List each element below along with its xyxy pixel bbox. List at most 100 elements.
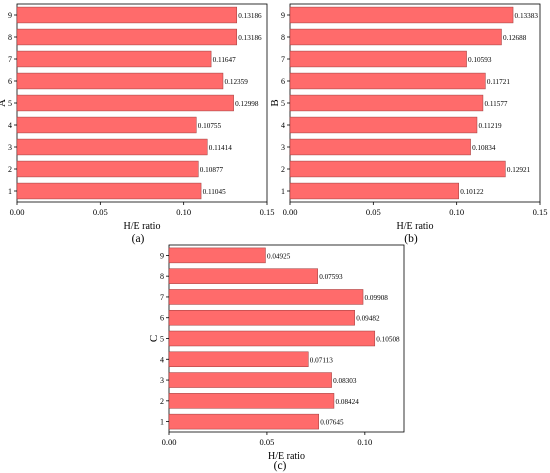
bar-6	[168, 309, 355, 326]
y-tick-label: 2	[160, 397, 164, 406]
y-tick-label: 6	[160, 314, 164, 323]
y-tick-label: 5	[8, 99, 12, 108]
data-label: 0.11219	[478, 122, 501, 130]
data-label: 0.07645	[320, 419, 344, 427]
bar-8	[16, 28, 238, 46]
y-tick-label: 9	[281, 11, 285, 20]
bar-9	[168, 247, 266, 264]
bar-3	[289, 138, 471, 156]
y-tick-label: 1	[8, 187, 12, 196]
bar-3	[168, 372, 332, 388]
y-tick-label: 7	[160, 293, 164, 302]
data-label: 0.10834	[472, 144, 496, 152]
bar-8	[289, 28, 502, 46]
x-tick-label: 0.05	[259, 437, 274, 447]
y-axis-label: C	[148, 335, 160, 342]
bar-1	[289, 182, 459, 200]
bar-6	[16, 72, 224, 90]
x-axis-label: H/E ratio	[397, 221, 434, 232]
bar-7	[289, 50, 467, 68]
data-label: 0.08424	[335, 398, 359, 406]
data-label: 0.10122	[460, 188, 484, 196]
data-label: 0.12359	[224, 78, 248, 86]
bar-7	[16, 50, 212, 68]
y-tick-label: 7	[281, 55, 285, 64]
data-label: 0.08303	[333, 377, 357, 385]
y-tick-label: 5	[160, 335, 164, 344]
data-label: 0.11414	[209, 144, 232, 152]
bar-5	[289, 94, 484, 112]
data-label: 0.13383	[515, 12, 539, 20]
data-label: 0.10508	[376, 336, 400, 344]
bar-2	[289, 160, 506, 178]
data-label: 0.11577	[484, 100, 507, 108]
y-axis-label: A	[0, 99, 8, 107]
x-tick-label: 0.00	[283, 207, 298, 217]
y-tick-label: 6	[8, 77, 12, 86]
panel-caption: (c)	[274, 460, 287, 472]
data-label: 0.12998	[235, 100, 259, 108]
y-tick-label: 4	[281, 121, 285, 130]
data-label: 0.11647	[213, 56, 236, 64]
bar-5	[168, 330, 376, 347]
y-tick-label: 7	[8, 55, 12, 64]
x-tick-label: 0.10	[176, 207, 191, 217]
bar-9	[289, 6, 514, 24]
y-tick-label: 4	[160, 355, 164, 364]
bar-2	[16, 160, 199, 178]
y-tick-label: 9	[8, 11, 12, 20]
data-label: 0.13186	[238, 12, 262, 20]
data-label: 0.09908	[365, 294, 389, 302]
data-label: 0.10755	[198, 122, 222, 130]
x-tick-label: 0.15	[260, 207, 275, 217]
y-tick-label: 8	[160, 272, 164, 281]
bar-4	[168, 351, 309, 368]
data-label: 0.10877	[200, 166, 224, 174]
data-label: 0.13186	[238, 34, 262, 42]
y-tick-label: 8	[8, 33, 12, 42]
y-tick-label: 3	[8, 143, 12, 152]
y-tick-label: 3	[281, 143, 285, 152]
x-axis-label: H/E ratio	[268, 451, 305, 462]
y-tick-label: 5	[281, 99, 285, 108]
bar-5	[16, 94, 234, 112]
data-label: 0.10593	[468, 56, 492, 64]
y-tick-label: 8	[281, 33, 285, 42]
y-axis-label: B	[269, 99, 281, 106]
panel-caption: (a)	[132, 233, 145, 245]
panel-caption: (b)	[404, 233, 418, 245]
y-tick-label: 3	[160, 376, 164, 385]
bar-3	[16, 138, 208, 156]
data-label: 0.07593	[319, 273, 343, 281]
y-tick-label: 2	[8, 165, 12, 174]
y-tick-label: 6	[281, 77, 285, 86]
x-axis-label: H/E ratio	[124, 221, 161, 232]
data-label: 0.12921	[507, 166, 531, 174]
bar-8	[168, 268, 318, 284]
data-label: 0.12688	[503, 34, 527, 42]
y-tick-label: 1	[281, 187, 285, 196]
bar-2	[168, 393, 335, 409]
data-label: 0.04925	[267, 252, 291, 260]
bar-9	[16, 6, 238, 24]
y-tick-label: 2	[281, 165, 285, 174]
bar-4	[289, 116, 478, 134]
data-label: 0.07113	[310, 356, 333, 364]
x-tick-label: 0.05	[366, 207, 381, 217]
bar-4	[16, 116, 197, 134]
data-label: 0.11045	[203, 188, 226, 196]
x-tick-label: 0.15	[533, 207, 548, 217]
bar-6	[289, 72, 486, 90]
bar-1	[16, 182, 202, 200]
data-label: 0.09482	[356, 315, 380, 323]
bar-7	[168, 289, 364, 305]
y-tick-label: 9	[160, 251, 164, 260]
y-tick-label: 1	[160, 418, 164, 427]
bar-1	[168, 413, 319, 430]
x-tick-label: 0.05	[93, 207, 108, 217]
x-tick-label: 0.00	[10, 207, 25, 217]
y-tick-label: 4	[8, 121, 12, 130]
data-label: 0.11721	[487, 78, 510, 86]
x-tick-label: 0.10	[449, 207, 464, 217]
x-tick-label: 0.10	[357, 437, 372, 447]
